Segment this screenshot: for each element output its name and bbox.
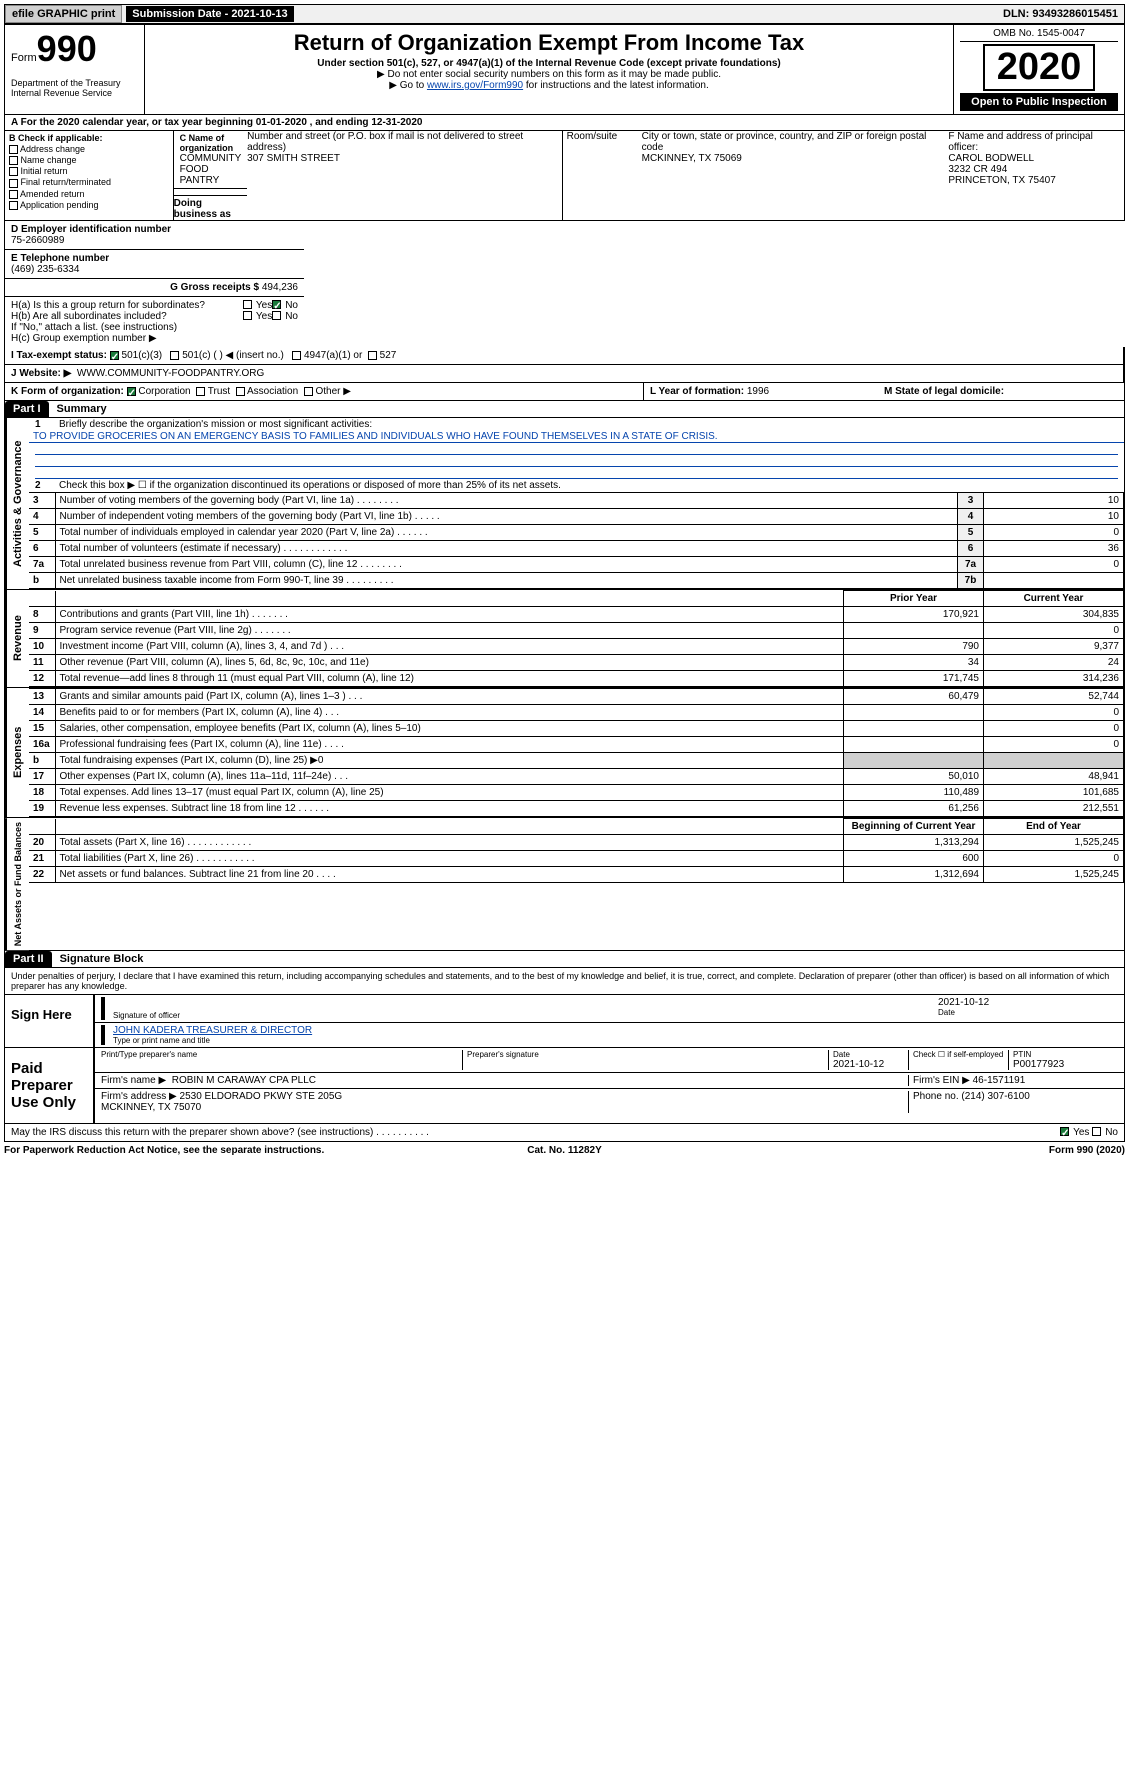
checkbox-amended-return[interactable]: Amended return [9, 189, 169, 199]
website-row: J Website: ▶ WWW.COMMUNITY-FOODPANTRY.OR… [4, 365, 1125, 383]
subtitle-3: ▶ Go to www.irs.gov/Form990 for instruct… [151, 80, 947, 91]
perjury-statement: Under penalties of perjury, I declare th… [4, 968, 1125, 995]
form-number: 990 [37, 28, 97, 69]
telephone: (469) 235-6334 [11, 264, 298, 275]
city-state-zip: MCKINNEY, TX 75069 [642, 153, 949, 164]
omb-number: OMB No. 1545-0047 [960, 28, 1118, 42]
form-title: Return of Organization Exempt From Incom… [151, 30, 947, 56]
part2-header: Part II Signature Block [4, 951, 1125, 968]
submission-date: Submission Date - 2021-10-13 [126, 6, 293, 22]
revenue-tab: Revenue [5, 590, 29, 687]
ptin: P00177923 [1013, 1059, 1118, 1070]
tax-period: A For the 2020 calendar year, or tax yea… [4, 115, 1125, 131]
corp-checkbox[interactable]: ✓ [127, 387, 136, 396]
firm-ein: 46-1571191 [973, 1075, 1026, 1086]
firm-name: ROBIN M CARAWAY CPA PLLC [172, 1075, 316, 1086]
checkbox-name-change[interactable]: Name change [9, 155, 169, 165]
governance-section: Activities & Governance 1Briefly describ… [4, 418, 1125, 590]
box-b: B Check if applicable: Address change Na… [5, 131, 174, 220]
firm-phone: (214) 307-6100 [961, 1091, 1029, 1102]
checkbox-address-change[interactable]: Address change [9, 144, 169, 154]
entity-block: B Check if applicable: Address change Na… [4, 131, 1125, 221]
page-footer: For Paperwork Reduction Act Notice, see … [4, 1142, 1125, 1159]
efile-button[interactable]: efile GRAPHIC print [5, 5, 122, 23]
netassets-table: Beginning of Current YearEnd of Year20To… [29, 818, 1124, 883]
gross-receipts: 494,236 [262, 282, 298, 293]
revenue-section: Revenue Prior YearCurrent Year8Contribut… [4, 590, 1125, 688]
irs-link[interactable]: www.irs.gov/Form990 [427, 80, 523, 91]
box-d-e-g-h: D Employer identification number 75-2660… [4, 221, 304, 347]
discuss-row: May the IRS discuss this return with the… [4, 1124, 1125, 1142]
paid-preparer-block: Paid Preparer Use Only Print/Type prepar… [4, 1048, 1125, 1124]
subtitle-1: Under section 501(c), 527, or 4947(a)(1)… [151, 58, 947, 69]
form-header: Form990 Department of the TreasuryIntern… [4, 24, 1125, 115]
ein: 75-2660989 [11, 235, 298, 246]
checkbox-application-pending[interactable]: Application pending [9, 200, 169, 210]
street-address: 307 SMITH STREET [247, 153, 561, 164]
sig-date: 2021-10-12 [938, 997, 1118, 1008]
expenses-tab: Expenses [5, 688, 29, 817]
subtitle-2: ▶ Do not enter social security numbers o… [151, 69, 947, 80]
sign-here-block: Sign Here Signature of officer 2021-10-1… [4, 995, 1125, 1048]
officer-signature-name[interactable]: JOHN KADERA TREASURER & DIRECTOR [113, 1025, 312, 1036]
org-form-row: K Form of organization: ✓ Corporation Tr… [4, 383, 1125, 401]
part1-header: Part I Summary [4, 401, 1125, 418]
open-inspection: Open to Public Inspection [960, 93, 1118, 111]
dln: DLN: 93493286015451 [997, 6, 1124, 22]
org-name: COMMUNITY FOOD PANTRY [180, 153, 241, 186]
501c3-checkbox[interactable]: ✓ [110, 351, 119, 360]
governance-tab: Activities & Governance [5, 418, 29, 589]
checkbox-final-return-terminated[interactable]: Final return/terminated [9, 177, 169, 187]
website[interactable]: WWW.COMMUNITY-FOODPANTRY.ORG [77, 368, 264, 379]
tax-year: 2020 [983, 44, 1096, 91]
box-c: C Name of organization COMMUNITY FOOD PA… [174, 131, 247, 220]
mission-statement: TO PROVIDE GROCERIES ON AN EMERGENCY BAS… [29, 431, 1124, 443]
revenue-table: Prior YearCurrent Year8Contributions and… [29, 590, 1124, 687]
expenses-section: Expenses 13Grants and similar amounts pa… [4, 688, 1125, 818]
checkbox-initial-return[interactable]: Initial return [9, 166, 169, 176]
top-bar: efile GRAPHIC print Submission Date - 20… [4, 4, 1125, 24]
year-formation: 1996 [747, 386, 769, 397]
form-label: Form [11, 52, 37, 64]
governance-table: 3Number of voting members of the governi… [29, 492, 1124, 589]
netassets-tab: Net Assets or Fund Balances [5, 818, 29, 950]
expenses-table: 13Grants and similar amounts paid (Part … [29, 688, 1124, 817]
dept-treasury: Department of the TreasuryInternal Reven… [11, 78, 138, 98]
tax-status-row: I Tax-exempt status: ✓ 501(c)(3) 501(c) … [4, 347, 1125, 365]
officer-name: CAROL BODWELL [948, 153, 1124, 164]
discuss-yes-checkbox[interactable]: ✓ [1060, 1127, 1069, 1136]
netassets-section: Net Assets or Fund Balances Beginning of… [4, 818, 1125, 951]
